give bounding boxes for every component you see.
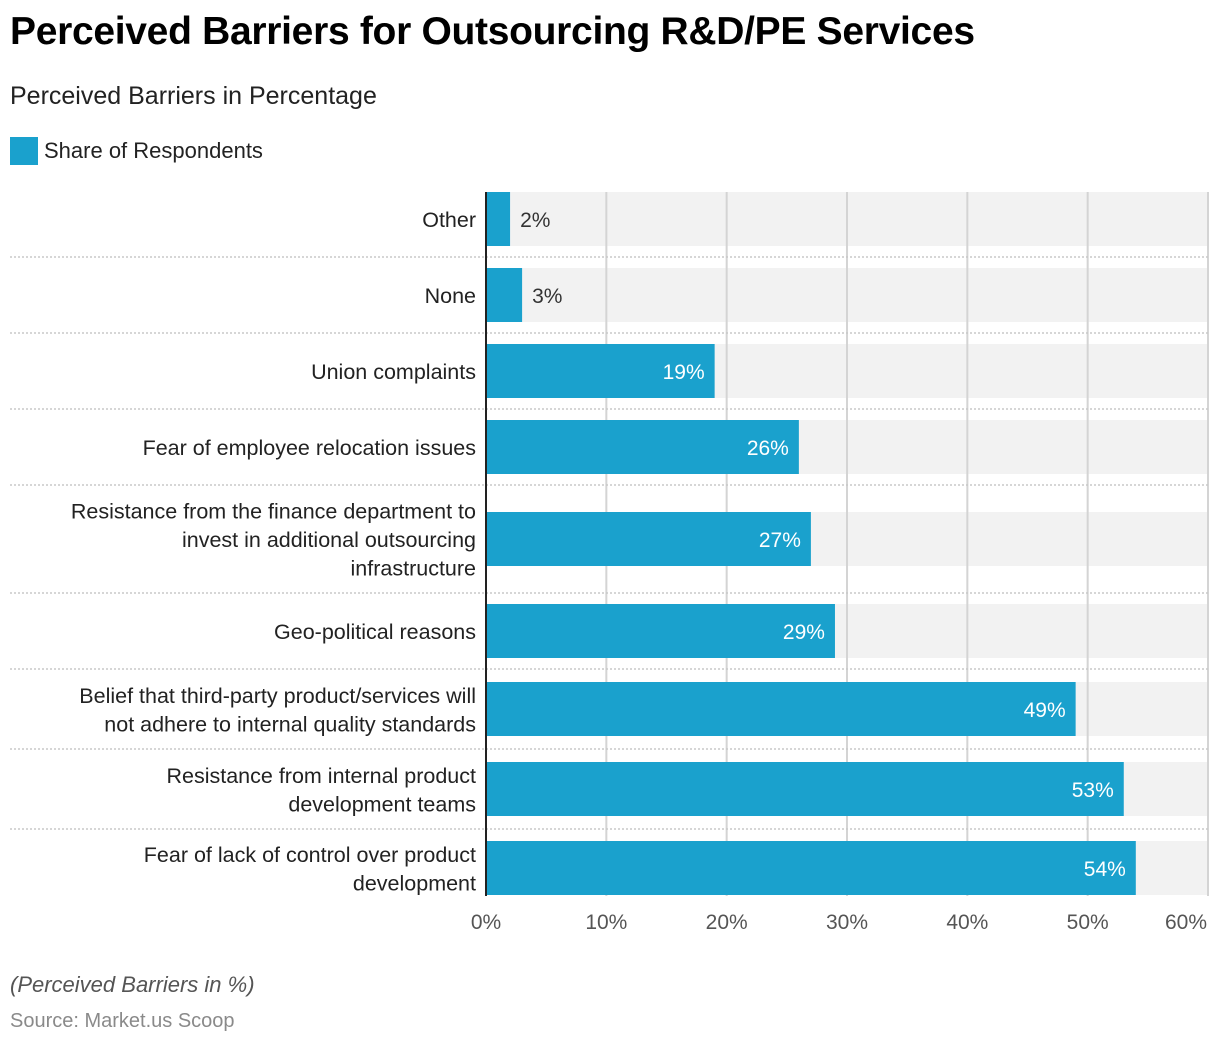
category-label: Resistance from internal product developm… — [166, 764, 476, 817]
footnote: (Perceived Barriers in %) — [10, 972, 255, 997]
x-tick-label: 60% — [1165, 911, 1207, 934]
bar — [486, 420, 799, 474]
legend-swatch — [10, 137, 38, 165]
bar — [486, 682, 1076, 736]
category-label: None — [425, 284, 476, 308]
x-tick-label: 10% — [585, 911, 627, 934]
bar — [486, 604, 835, 658]
data-label: 27% — [759, 529, 801, 552]
data-label: 3% — [532, 285, 562, 308]
category-label: Resistance from the finance department t… — [71, 500, 476, 581]
bar — [486, 512, 811, 566]
bar — [486, 344, 715, 398]
data-label: 19% — [663, 361, 705, 384]
bar — [486, 192, 511, 246]
data-label: 53% — [1072, 779, 1114, 802]
data-label: 49% — [1024, 699, 1066, 722]
data-label: 54% — [1084, 858, 1126, 881]
category-label: Fear of lack of control over product deve… — [144, 843, 476, 896]
chart-subtitle: Perceived Barriers in Percentage — [10, 82, 377, 110]
category-label: Other — [422, 208, 476, 232]
data-label: 29% — [783, 621, 825, 644]
source-text: Source: Market.us Scoop — [10, 1010, 235, 1032]
category-label: Fear of employee relocation issues — [143, 436, 476, 460]
x-tick-label: 40% — [946, 911, 988, 934]
data-label: 2% — [520, 209, 550, 232]
data-label: 26% — [747, 437, 789, 460]
category-label: Belief that third-party product/services… — [79, 684, 476, 737]
x-tick-label: 0% — [471, 911, 501, 934]
category-label: Geo-political reasons — [274, 620, 476, 644]
bar — [486, 841, 1136, 895]
bar — [486, 762, 1124, 816]
chart-title: Perceived Barriers for Outsourcing R&D/P… — [10, 10, 975, 53]
x-tick-label: 50% — [1067, 911, 1109, 934]
legend-label: Share of Respondents — [44, 138, 263, 163]
category-label: Union complaints — [311, 360, 476, 384]
x-tick-label: 30% — [826, 911, 868, 934]
x-tick-label: 20% — [706, 911, 748, 934]
bar — [486, 268, 523, 322]
legend: Share of Respondents — [10, 137, 263, 165]
